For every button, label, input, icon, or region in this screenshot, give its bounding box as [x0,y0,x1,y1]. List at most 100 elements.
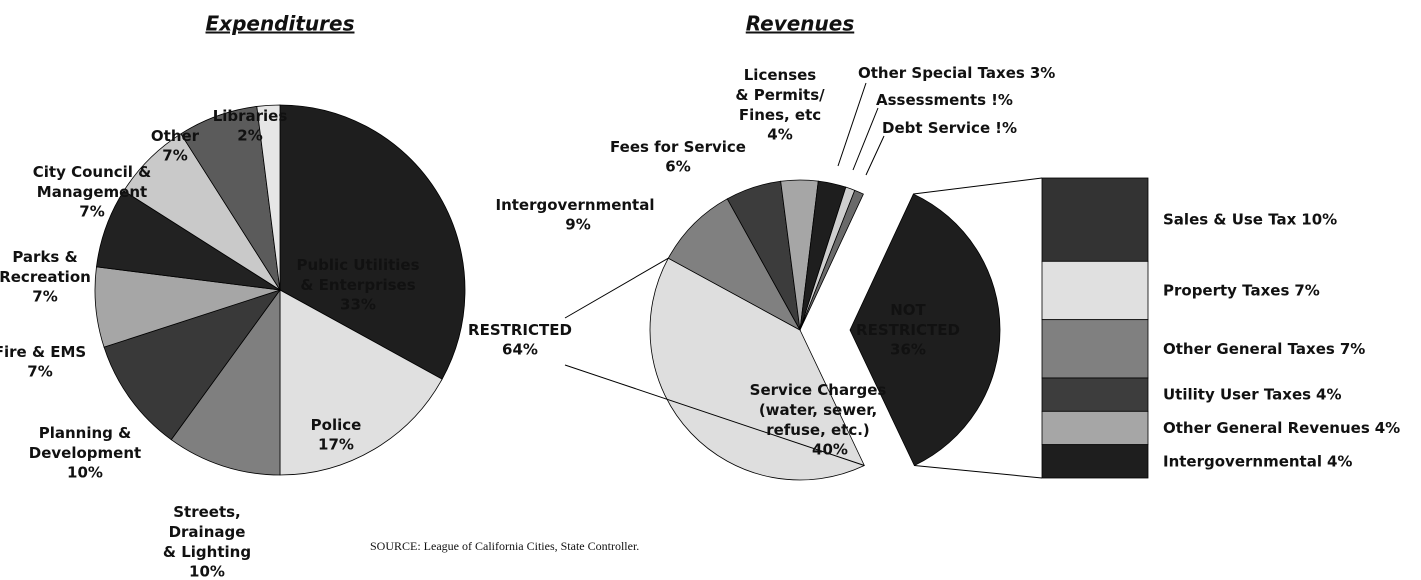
slice-label: Service Charges [750,381,887,399]
breakdown-label-text: Sales & Use Tax [1163,210,1297,228]
breakdown-value-label: 10% [1301,210,1337,228]
breakdown-label-text: Other General Taxes [1163,339,1335,357]
slice-value-label: 9% [565,216,590,234]
slice-value-label: !% [995,119,1017,137]
pie-slice [103,289,282,441]
slice-label-text: City Council & [33,163,151,181]
slice-label-text: Recreation [0,268,91,286]
slice-label: Debt Service!% [882,119,1017,137]
slice-label-text: Fines, etc [739,106,821,124]
pie-slice [170,288,281,476]
breakdown-label-text: Utility User Taxes [1163,385,1311,403]
slice-label: Other [151,127,200,145]
slice-label: (water, sewer, [759,401,877,419]
breakdown-label-text: Other General Revenues [1163,419,1370,437]
breakdown-label-text: Property Taxes [1163,281,1289,299]
slice-value-label: 7% [79,203,104,221]
slice-label: Streets, [173,503,241,521]
slice-label-text: Assessments [876,91,986,109]
slice-label-text: Drainage [169,523,246,541]
slice-label-text: (water, sewer, [759,401,877,419]
slice-label-text: Debt Service [882,119,990,137]
chart-title: Revenues [746,12,855,36]
connector-line [913,177,1043,195]
slice-label: Intergovernmental [496,196,655,214]
connector-line [914,465,1043,479]
slice-label-text: Development [29,444,141,462]
pie-slice [279,289,443,476]
breakdown-segment [1041,410,1149,446]
slice-value-label: 7% [32,288,57,306]
slice-label-text: Police [311,416,362,434]
bracket-line [564,257,669,319]
slice-label-text: RESTRICTED [468,321,572,339]
pie-slice [799,189,864,331]
pie-slice [649,257,865,481]
leader-line [852,107,879,171]
slice-label: refuse, etc.) [766,421,870,439]
slice-label: NOT [890,301,926,319]
slice-label-text: Libraries [213,107,288,125]
breakdown-value-label: 7% [1340,339,1365,357]
leader-line [837,82,867,167]
slice-label-text: & Enterprises [300,276,415,294]
slice-label-text: & Permits/ [735,86,825,104]
slice-label: Assessments!% [876,91,1013,109]
slice-label: City Council & [33,163,151,181]
slice-label: Drainage [169,523,246,541]
breakdown-segment [1041,319,1149,379]
slice-label: Police [311,416,362,434]
slice-value-label: 64% [502,341,538,359]
slice-label-text: Other Special Taxes [858,64,1025,82]
breakdown-segment [1041,444,1149,479]
breakdown-segment [1041,377,1149,412]
breakdown-value-label: 4% [1316,385,1341,403]
slice-value-label: 33% [340,296,376,314]
slice-label: Fire & EMS [0,343,86,361]
breakdown-label: Property Taxes 7% [1163,281,1320,299]
slice-label: Licenses [744,66,817,84]
slice-label: Fees for Service [610,138,746,156]
slice-label-text: Planning & [39,424,131,442]
chart-title: Expenditures [206,12,355,36]
breakdown-value-label: 7% [1294,281,1319,299]
slice-label-text: Fees for Service [610,138,746,156]
breakdown-segment [1041,260,1149,321]
slice-label: Management [37,183,147,201]
pie-slice [256,104,281,291]
slice-label: RESTRICTED [856,321,960,339]
breakdown-value-label: 4% [1327,452,1352,470]
pie-slice [667,198,802,332]
slice-value-label: 36% [890,341,926,359]
leader-line [865,135,885,176]
slice-label-text: Fire & EMS [0,343,86,361]
slice-label-text: Parks & [12,248,77,266]
slice-value-label: 7% [27,363,52,381]
slice-value-label: 10% [67,464,103,482]
breakdown-value-label: 4% [1375,419,1400,437]
slice-value-label: 17% [318,436,354,454]
slice-label: Other Special Taxes 3% [858,64,1055,82]
slice-label: RESTRICTED [468,321,572,339]
slice-label: Fines, etc [739,106,821,124]
breakdown-label: Utility User Taxes 4% [1163,385,1342,403]
slice-label: Libraries [213,107,288,125]
bracket-line [564,364,865,466]
slice-value-label: 4% [767,126,792,144]
slice-value-label: 7% [162,147,187,165]
breakdown-label: Other General Revenues 4% [1163,419,1400,437]
slice-value-label: 40% [812,441,848,459]
slice-label-text: Intergovernmental [496,196,655,214]
breakdown-label: Intergovernmental 4% [1163,452,1352,470]
slice-value-label: 6% [665,158,690,176]
exploded-slice [849,193,1001,467]
slice-label: & Permits/ [735,86,825,104]
slice-label: Development [29,444,141,462]
slice-label-text: Other [151,127,200,145]
slice-label-text: & Lighting [163,543,251,561]
pie-slice [279,104,466,380]
slice-label-text: Public Utilities [297,256,420,274]
slice-label: Public Utilities [297,256,420,274]
slice-label: & Lighting [163,543,251,561]
